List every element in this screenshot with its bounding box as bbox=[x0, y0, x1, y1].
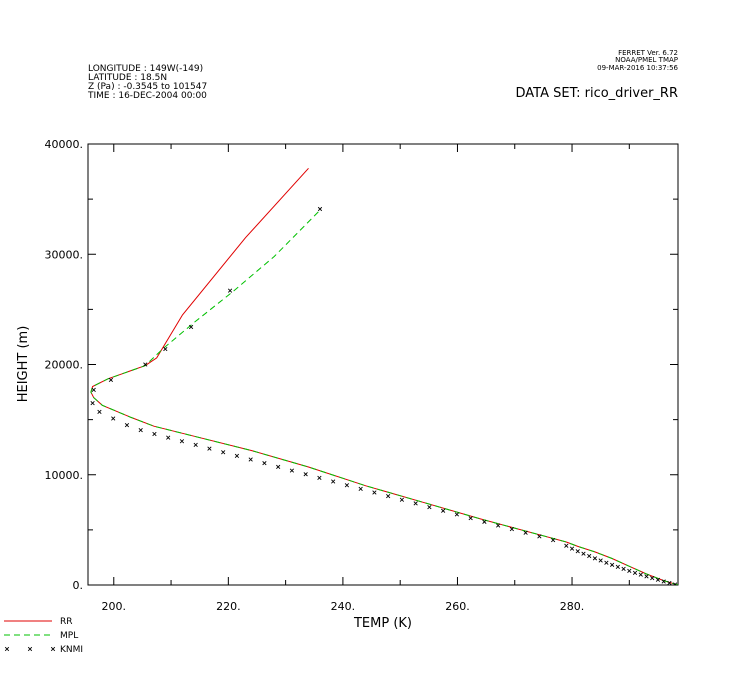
series-knmi-point bbox=[90, 400, 95, 406]
legend-knmi-marker bbox=[50, 646, 56, 652]
series-knmi-point bbox=[627, 568, 632, 574]
series-knmi-point bbox=[179, 439, 185, 444]
series-knmi-point bbox=[621, 566, 626, 572]
y-axis-label: HEIGHT (m) bbox=[16, 326, 31, 403]
series-knmi-point bbox=[143, 362, 148, 367]
series-knmi-point bbox=[615, 564, 620, 570]
plot-axes: 200. 220. 240. 260. 280. 0. 10000. 20000. 30000.… bbox=[45, 138, 679, 613]
series-knmi-point bbox=[331, 479, 336, 484]
plot-series bbox=[90, 167, 678, 585]
series-knmi-point bbox=[193, 442, 198, 447]
plot-frame bbox=[87, 143, 679, 586]
legend-knmi-marker bbox=[4, 646, 10, 652]
series-knmi-point bbox=[262, 461, 267, 466]
series-knmi-point bbox=[632, 570, 638, 575]
series-knmi-point bbox=[399, 497, 405, 502]
legend: RR MPL KNMI bbox=[4, 617, 83, 655]
legend-rr-label: RR bbox=[60, 617, 73, 627]
series-knmi-point bbox=[551, 538, 556, 543]
series-knmi-point bbox=[661, 579, 666, 584]
series-knmi-markers bbox=[90, 206, 678, 585]
x-tick-label: 280. bbox=[560, 600, 585, 613]
series-knmi-point bbox=[673, 582, 678, 585]
series-knmi-point bbox=[188, 324, 194, 330]
series-knmi-point bbox=[166, 435, 171, 440]
series-knmi-point bbox=[454, 512, 460, 517]
series-knmi-point bbox=[413, 501, 418, 506]
series-knmi-point bbox=[564, 543, 569, 548]
x-tick-label: 240. bbox=[331, 600, 356, 613]
header-latitude: LATITUDE : 18.5N bbox=[88, 73, 167, 83]
x-tick-label: 260. bbox=[445, 600, 470, 613]
header-plot-date: 09-MAR-2016 10:37:56 bbox=[597, 64, 678, 72]
series-knmi-point bbox=[221, 450, 226, 455]
series-knmi-point bbox=[344, 483, 350, 488]
series-knmi-point bbox=[91, 387, 96, 392]
series-knmi-point bbox=[276, 464, 281, 470]
series-knmi-point bbox=[108, 377, 114, 383]
series-knmi-point bbox=[111, 416, 116, 421]
legend-mpl-label: MPL bbox=[60, 631, 78, 641]
series-knmi-point bbox=[317, 206, 323, 212]
series-knmi-point bbox=[655, 577, 661, 582]
y-tick-label: 30000. bbox=[45, 248, 84, 261]
y-tick-label: 20000. bbox=[45, 359, 84, 372]
series-knmi-point bbox=[667, 580, 672, 585]
series-knmi-point bbox=[289, 468, 295, 473]
series-knmi-point bbox=[468, 516, 473, 521]
header-right: FERRET Ver. 6.72 NOAA/PMEL TMAP 09-MAR-2… bbox=[597, 49, 678, 72]
dataset-title: DATA SET: rico_driver_RR bbox=[516, 86, 678, 101]
series-knmi-point bbox=[124, 423, 130, 428]
series-knmi-point bbox=[581, 551, 586, 556]
series-knmi-point bbox=[638, 572, 643, 577]
series-knmi-point bbox=[207, 446, 212, 451]
series-knmi-point bbox=[248, 457, 253, 462]
header-noaa-pmel: NOAA/PMEL TMAP bbox=[615, 56, 678, 64]
series-knmi-point bbox=[163, 346, 168, 352]
legend-knmi-label: KNMI bbox=[60, 645, 83, 655]
series-knmi-point bbox=[234, 453, 240, 459]
series-knmi-point bbox=[644, 574, 649, 579]
series-knmi-point bbox=[650, 576, 655, 581]
x-axis-label: TEMP (K) bbox=[353, 616, 412, 631]
series-knmi-point bbox=[523, 530, 528, 535]
series-knmi-point bbox=[441, 508, 446, 513]
x-tick-label: 220. bbox=[216, 600, 241, 613]
series-knmi-point bbox=[138, 427, 143, 433]
series-knmi-point bbox=[303, 472, 308, 477]
series-knmi-point bbox=[372, 490, 377, 495]
series-knmi-point bbox=[592, 556, 598, 561]
y-tick-label: 40000. bbox=[45, 138, 84, 151]
header-left: LONGITUDE : 149W(-149) LATITUDE : 18.5N … bbox=[87, 64, 207, 101]
y-tick-label: 10000. bbox=[45, 469, 84, 482]
series-knmi-point bbox=[537, 534, 542, 539]
y-tick-label: 0. bbox=[73, 579, 84, 592]
series-knmi-point bbox=[386, 494, 391, 499]
series-knmi-point bbox=[358, 486, 363, 491]
series-knmi-point bbox=[152, 431, 157, 437]
series-knmi-point bbox=[604, 560, 609, 565]
x-tick-label: 200. bbox=[102, 600, 127, 613]
series-knmi-point bbox=[97, 409, 102, 415]
series-knmi-point bbox=[496, 523, 501, 528]
series-knmi-point bbox=[427, 505, 432, 510]
series-knmi-point bbox=[317, 475, 322, 480]
series-mpl-line bbox=[90, 209, 678, 585]
series-rr-line bbox=[90, 167, 678, 585]
series-knmi-point bbox=[587, 553, 592, 559]
header-z-range: Z (Pa) : -0.3545 to 101547 bbox=[88, 82, 207, 92]
series-knmi-point bbox=[575, 549, 580, 554]
series-knmi-point bbox=[598, 558, 603, 563]
series-knmi-point bbox=[509, 526, 515, 532]
header-ferret-version: FERRET Ver. 6.72 bbox=[618, 49, 678, 57]
series-knmi-point bbox=[610, 562, 615, 567]
header-longitude: LONGITUDE : 149W(-149) bbox=[88, 64, 203, 74]
legend-knmi-marker bbox=[27, 646, 33, 652]
series-knmi-point bbox=[569, 546, 575, 551]
header-time: TIME : 16-DEC-2004 00:00 bbox=[87, 91, 207, 101]
series-knmi-point bbox=[482, 519, 487, 524]
series-knmi-point bbox=[227, 288, 233, 293]
